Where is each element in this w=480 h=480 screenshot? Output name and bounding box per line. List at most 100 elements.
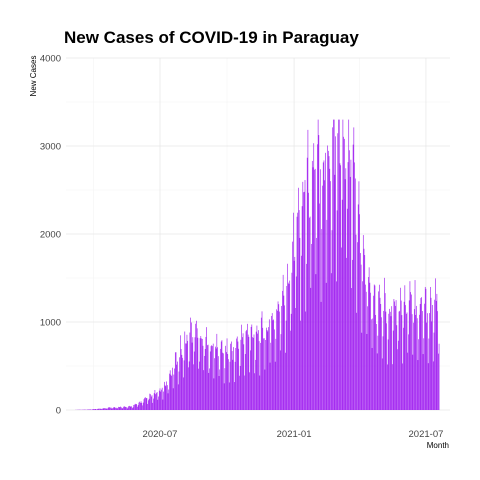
bar xyxy=(395,305,396,410)
bar xyxy=(219,369,221,410)
bar xyxy=(123,406,124,410)
bar xyxy=(308,192,309,410)
bar xyxy=(336,281,337,410)
bar xyxy=(267,331,269,410)
bar xyxy=(244,375,245,410)
bar xyxy=(411,314,413,410)
bar xyxy=(172,367,173,410)
bar xyxy=(296,216,298,410)
bar xyxy=(346,208,348,410)
bar xyxy=(309,217,310,410)
bar xyxy=(278,304,280,410)
bar xyxy=(137,405,139,410)
bar xyxy=(427,363,429,410)
bar xyxy=(158,390,160,410)
bar xyxy=(250,326,252,410)
bar xyxy=(374,285,376,410)
bar xyxy=(375,314,377,410)
bar xyxy=(193,351,195,410)
bar xyxy=(373,284,375,410)
bar xyxy=(366,333,368,410)
bar xyxy=(142,402,144,410)
bar xyxy=(312,167,314,410)
y-axis-tick-labels: 0 1000 2000 3000 4000 xyxy=(40,54,61,417)
bar xyxy=(177,384,179,410)
bar xyxy=(362,281,363,410)
bar xyxy=(180,349,182,410)
bar xyxy=(382,336,384,410)
bar xyxy=(152,402,154,410)
bar xyxy=(351,288,352,410)
bar xyxy=(271,313,273,410)
bar xyxy=(360,253,361,410)
bar xyxy=(188,367,189,410)
bar xyxy=(369,282,371,410)
bar xyxy=(342,119,344,410)
bar xyxy=(130,406,132,410)
bar xyxy=(426,322,428,410)
bar xyxy=(389,311,391,410)
bar xyxy=(258,341,260,410)
bar xyxy=(234,361,236,410)
bar xyxy=(189,332,191,410)
bar xyxy=(367,306,368,410)
bar xyxy=(283,295,285,410)
bar xyxy=(139,401,140,410)
bar xyxy=(372,318,374,410)
bar xyxy=(419,314,420,410)
bar xyxy=(127,407,129,410)
bar xyxy=(389,308,390,410)
bar xyxy=(196,320,197,410)
bar xyxy=(113,407,114,410)
bar xyxy=(156,392,158,410)
bar xyxy=(400,287,401,410)
bar xyxy=(109,407,111,410)
bar xyxy=(134,404,135,410)
bar xyxy=(120,406,121,410)
bar xyxy=(400,300,402,410)
bar xyxy=(148,400,149,410)
bar xyxy=(153,398,154,410)
bar xyxy=(185,343,186,410)
bar xyxy=(121,407,122,410)
bar xyxy=(280,334,282,410)
bar xyxy=(187,340,189,410)
bar xyxy=(105,408,106,410)
bar xyxy=(329,168,331,410)
bar xyxy=(145,397,146,410)
bar xyxy=(416,318,418,410)
bar xyxy=(199,338,201,410)
bar xyxy=(88,409,90,410)
bar xyxy=(223,353,224,410)
bar xyxy=(232,359,234,410)
bar xyxy=(397,340,399,410)
bar xyxy=(244,354,246,410)
bar xyxy=(106,408,108,410)
bar xyxy=(311,243,312,410)
bar xyxy=(119,407,121,410)
bar xyxy=(285,320,287,410)
bar xyxy=(156,393,157,410)
bar xyxy=(352,259,353,410)
bar xyxy=(290,330,291,410)
bar xyxy=(159,388,161,410)
bar xyxy=(298,210,300,410)
bar xyxy=(240,339,242,410)
bar xyxy=(328,156,330,410)
bar xyxy=(194,337,196,410)
bar xyxy=(188,361,190,410)
bar xyxy=(344,138,345,410)
bar xyxy=(169,373,170,410)
bar xyxy=(143,399,145,410)
bar xyxy=(347,162,349,410)
bar xyxy=(241,324,242,410)
bar xyxy=(272,320,274,410)
bar xyxy=(404,285,406,410)
bar xyxy=(336,210,338,410)
bar xyxy=(384,293,386,410)
bar xyxy=(96,409,97,410)
bar xyxy=(236,338,237,410)
bar xyxy=(126,408,128,410)
bar xyxy=(403,301,405,410)
bar xyxy=(359,214,360,410)
